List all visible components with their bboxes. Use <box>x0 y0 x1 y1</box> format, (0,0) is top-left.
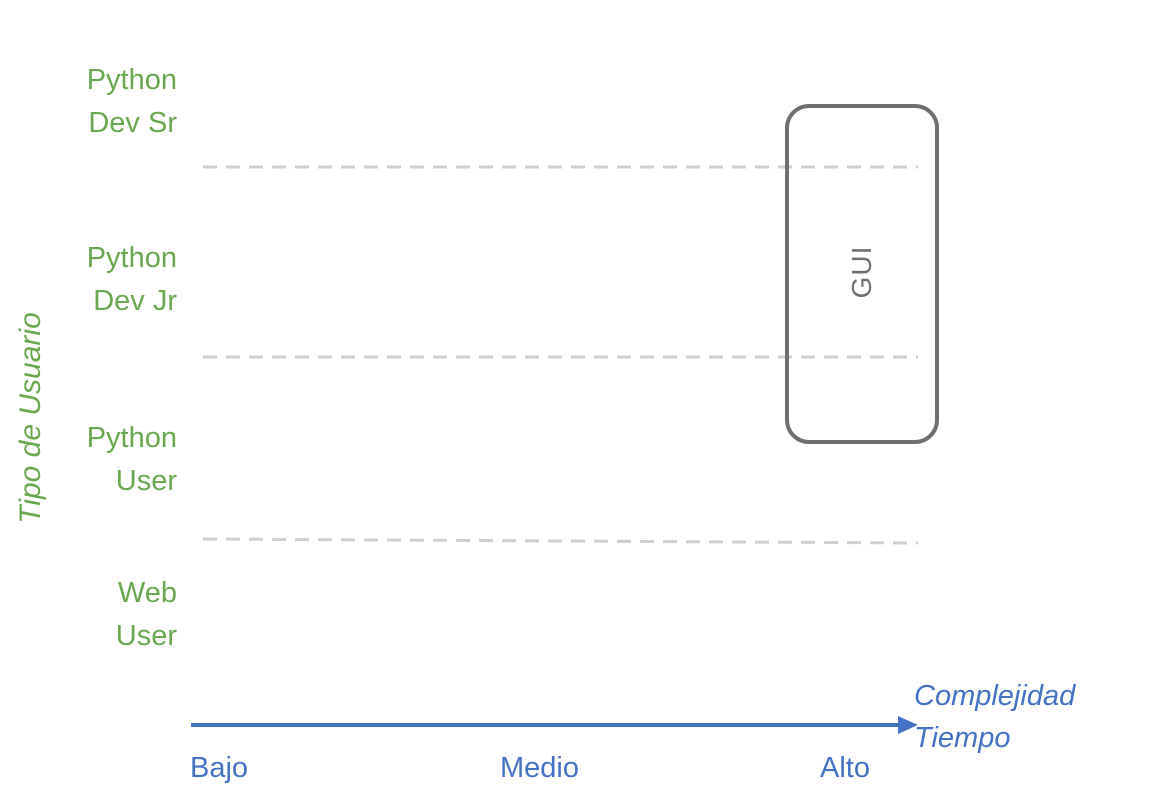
x-axis-arrowhead <box>898 716 918 734</box>
user-type-label-line2: User <box>115 465 177 497</box>
x-tick-alto: Alto <box>820 752 870 784</box>
x-axis-label-line2: Tiempo <box>914 722 1011 754</box>
divider-line <box>202 537 919 545</box>
user-type-python-dev-sr: Python Dev Sr <box>7 59 177 145</box>
x-axis-label-line1: Complejidad <box>914 680 1076 712</box>
x-tick-medio: Medio <box>500 752 579 784</box>
user-type-label-line1: Python <box>86 422 177 454</box>
user-type-label-line2: Dev Jr <box>93 285 177 317</box>
user-type-label-line1: Web <box>117 577 177 609</box>
user-type-python-user: Python User <box>7 417 177 503</box>
gui-node-box <box>785 104 939 444</box>
user-type-label-line1: Python <box>86 242 177 274</box>
x-axis-label: Complejidad Tiempo <box>914 675 1075 759</box>
gui-node-label: GUI <box>846 245 877 299</box>
user-type-python-dev-jr: Python Dev Jr <box>7 237 177 323</box>
user-type-label-line1: Python <box>86 64 177 96</box>
user-type-label-line2: Dev Sr <box>88 107 177 139</box>
x-tick-bajo: Bajo <box>190 752 249 784</box>
user-type-label-line2: User <box>115 620 177 652</box>
user-type-web-user: Web User <box>7 572 177 658</box>
